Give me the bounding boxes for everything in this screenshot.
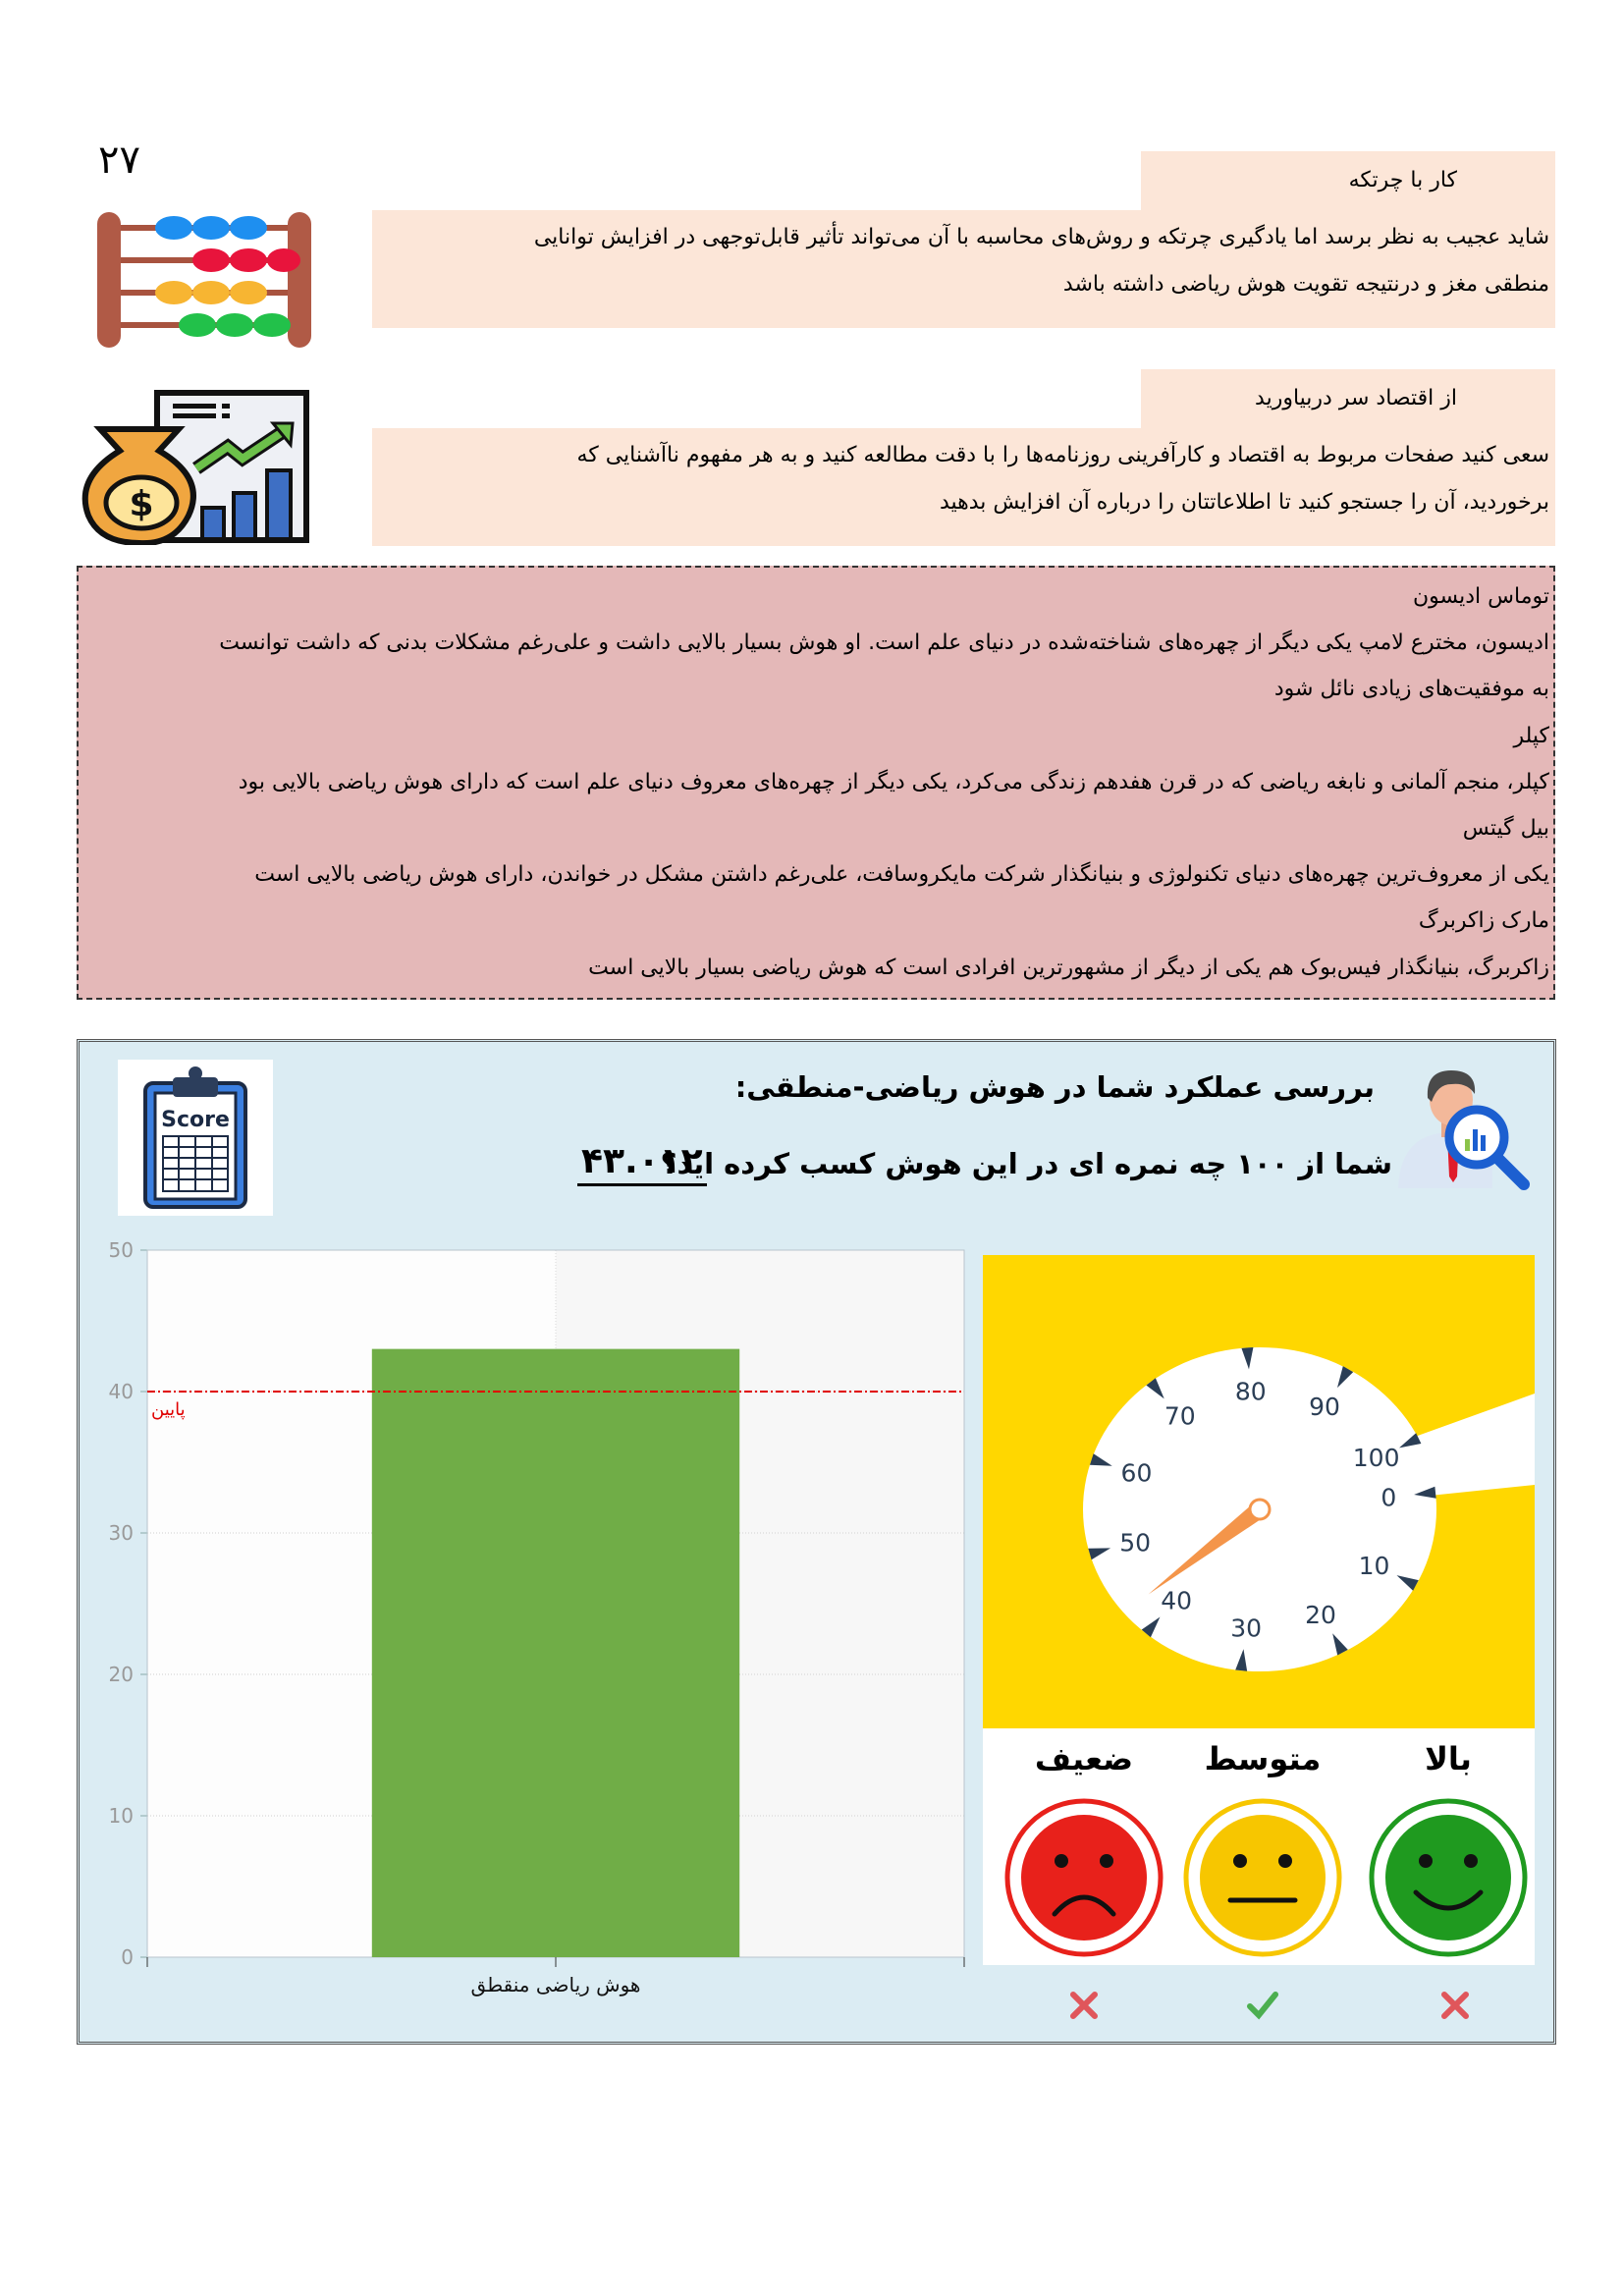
face-eye [1278,1854,1292,1868]
person-name: مارک زاکربرگ [1418,908,1549,934]
threshold-label: پایین [151,1399,186,1420]
tip-line: سعی کنید صفحات مربوط به اقتصاد و کارآفری… [576,443,1549,467]
tip-title: کار با چرتکه [1141,151,1555,210]
page-number: ۲۷ [98,137,140,183]
cross-icon [1070,1992,1098,2019]
score-gauge: 0 10 20 30 40 50 60 70 80 90 100 [983,1255,1535,1728]
face-eye [1464,1854,1478,1868]
cross-mark [1070,1992,1098,2019]
abacus-icon [97,212,311,348]
bar [371,1348,740,1957]
score-icon-text: Score [161,1108,230,1132]
analyst-magnifier-icon [1398,1070,1530,1190]
y-tick-label: 0 [121,1945,134,1969]
face-fill [1021,1815,1147,1941]
level-label: متوسط [1204,1740,1322,1777]
gauge-label: 20 [1305,1601,1336,1629]
famous-people-box: توماس ادیسون ادیسون، مخترع لامپ یکی دیگر… [77,566,1555,1000]
gauge-label: 80 [1235,1377,1267,1405]
gauge-tick [1088,1548,1111,1560]
face-eye [1100,1854,1113,1868]
svg-text:$: $ [129,484,153,524]
gauge-tick [1141,1616,1161,1638]
bar-chart: 0 10 20 30 40 50 هوش ریاضی منقطق پایین [109,1238,965,1996]
gauge-tick [1241,1346,1254,1370]
gauge-tick [1396,1575,1419,1591]
gauge-label: 90 [1309,1393,1340,1421]
y-tick-label: 30 [109,1521,134,1545]
gauge-label: 100 [1353,1444,1400,1472]
score-clipboard-icon: Score [143,1066,247,1209]
gauge-label: 0 [1380,1483,1396,1511]
person-name: کپلر [1513,723,1549,748]
y-tick-label: 50 [109,1238,134,1262]
gauge-label: 70 [1164,1402,1196,1431]
tip-line: برخوردید، آن را جستجو کنید تا اطلاعاتتان… [939,490,1549,515]
panel-title: بررسی عملکرد شما در هوش ریاضی-منطقی: [734,1070,1375,1104]
gauge-tick [1146,1378,1164,1399]
money-bag-chart-icon: $ [81,390,309,545]
gauge-wedge [1415,1394,1535,1496]
person-description: زاکربرگ، بنیانگذار فیس‌بوک هم یکی از دیگ… [588,955,1549,980]
score-value: ۴۳.۰۱۲ [577,1141,707,1186]
cross-icon [1441,1992,1469,2019]
person-description: یکی از معروف‌ترین چهره‌های دنیای تکنولوژ… [254,862,1549,888]
y-tick-label: 10 [109,1804,134,1828]
level-label: بالا [1425,1740,1472,1777]
gauge-tick [1332,1633,1348,1656]
check-mark [1247,1992,1278,2020]
face-fill [1385,1815,1511,1941]
person-name: توماس ادیسون [1412,584,1549,609]
face-fill [1200,1815,1326,1941]
tip-body: شاید عجیب به نظر برسد اما یادگیری چرتکه … [372,210,1555,328]
gauge-label: 60 [1121,1459,1153,1488]
gauge-needle [1148,1503,1266,1595]
gauge-tick [1235,1649,1248,1671]
gauge-label: 50 [1119,1528,1151,1557]
tip-body: سعی کنید صفحات مربوط به اقتصاد و کارآفری… [372,428,1555,546]
person-description: ادیسون، مخترع لامپ یکی دیگر از چهره‌های … [219,630,1549,656]
gauge-tick [1337,1366,1354,1389]
face-eye [1419,1854,1433,1868]
neutral-face-icon [1183,1798,1342,1957]
person-description: به موفقیت‌های زیادی نائل شود [1273,677,1549,702]
face-eye [1233,1854,1247,1868]
score-icon-box: Score [118,1060,273,1216]
check-icon [1247,1992,1278,2020]
gauge-tick [1399,1433,1422,1449]
gauge-label: 30 [1230,1613,1262,1642]
gauge-label: 40 [1161,1587,1192,1615]
gauge-tick [1414,1486,1436,1499]
x-tick-label: هوش ریاضی منقطق [471,1973,641,1996]
face-mouth [1052,1894,1116,1917]
sad-face-icon [1004,1798,1164,1957]
level-label: ضعیف [1034,1740,1134,1777]
person-description: کپلر، منجم آلمانی و نابغه ریاضی که در قر… [238,769,1549,794]
face-mouth [1413,1889,1484,1911]
face-eye [1055,1854,1068,1868]
y-tick-label: 40 [109,1380,134,1403]
tip-line: منطقی مغز و درنتیجه تقویت هوش ریاضی داشت… [1062,272,1549,297]
tip-title: از اقتصاد سر دربیاورید [1141,369,1555,428]
gauge-tick [1089,1453,1112,1466]
score-question: شما از ۱۰۰ چه نمره ای در این هوش کسب کرد… [660,1147,1392,1180]
y-tick-label: 20 [109,1663,134,1686]
cross-mark [1441,1992,1469,2019]
tip-line: شاید عجیب به نظر برسد اما یادگیری چرتکه … [533,225,1549,249]
person-name: بیل گیتس [1462,816,1549,842]
gauge-label: 10 [1359,1552,1390,1580]
gauge-pivot [1248,1498,1272,1521]
happy-face-icon [1369,1798,1528,1957]
